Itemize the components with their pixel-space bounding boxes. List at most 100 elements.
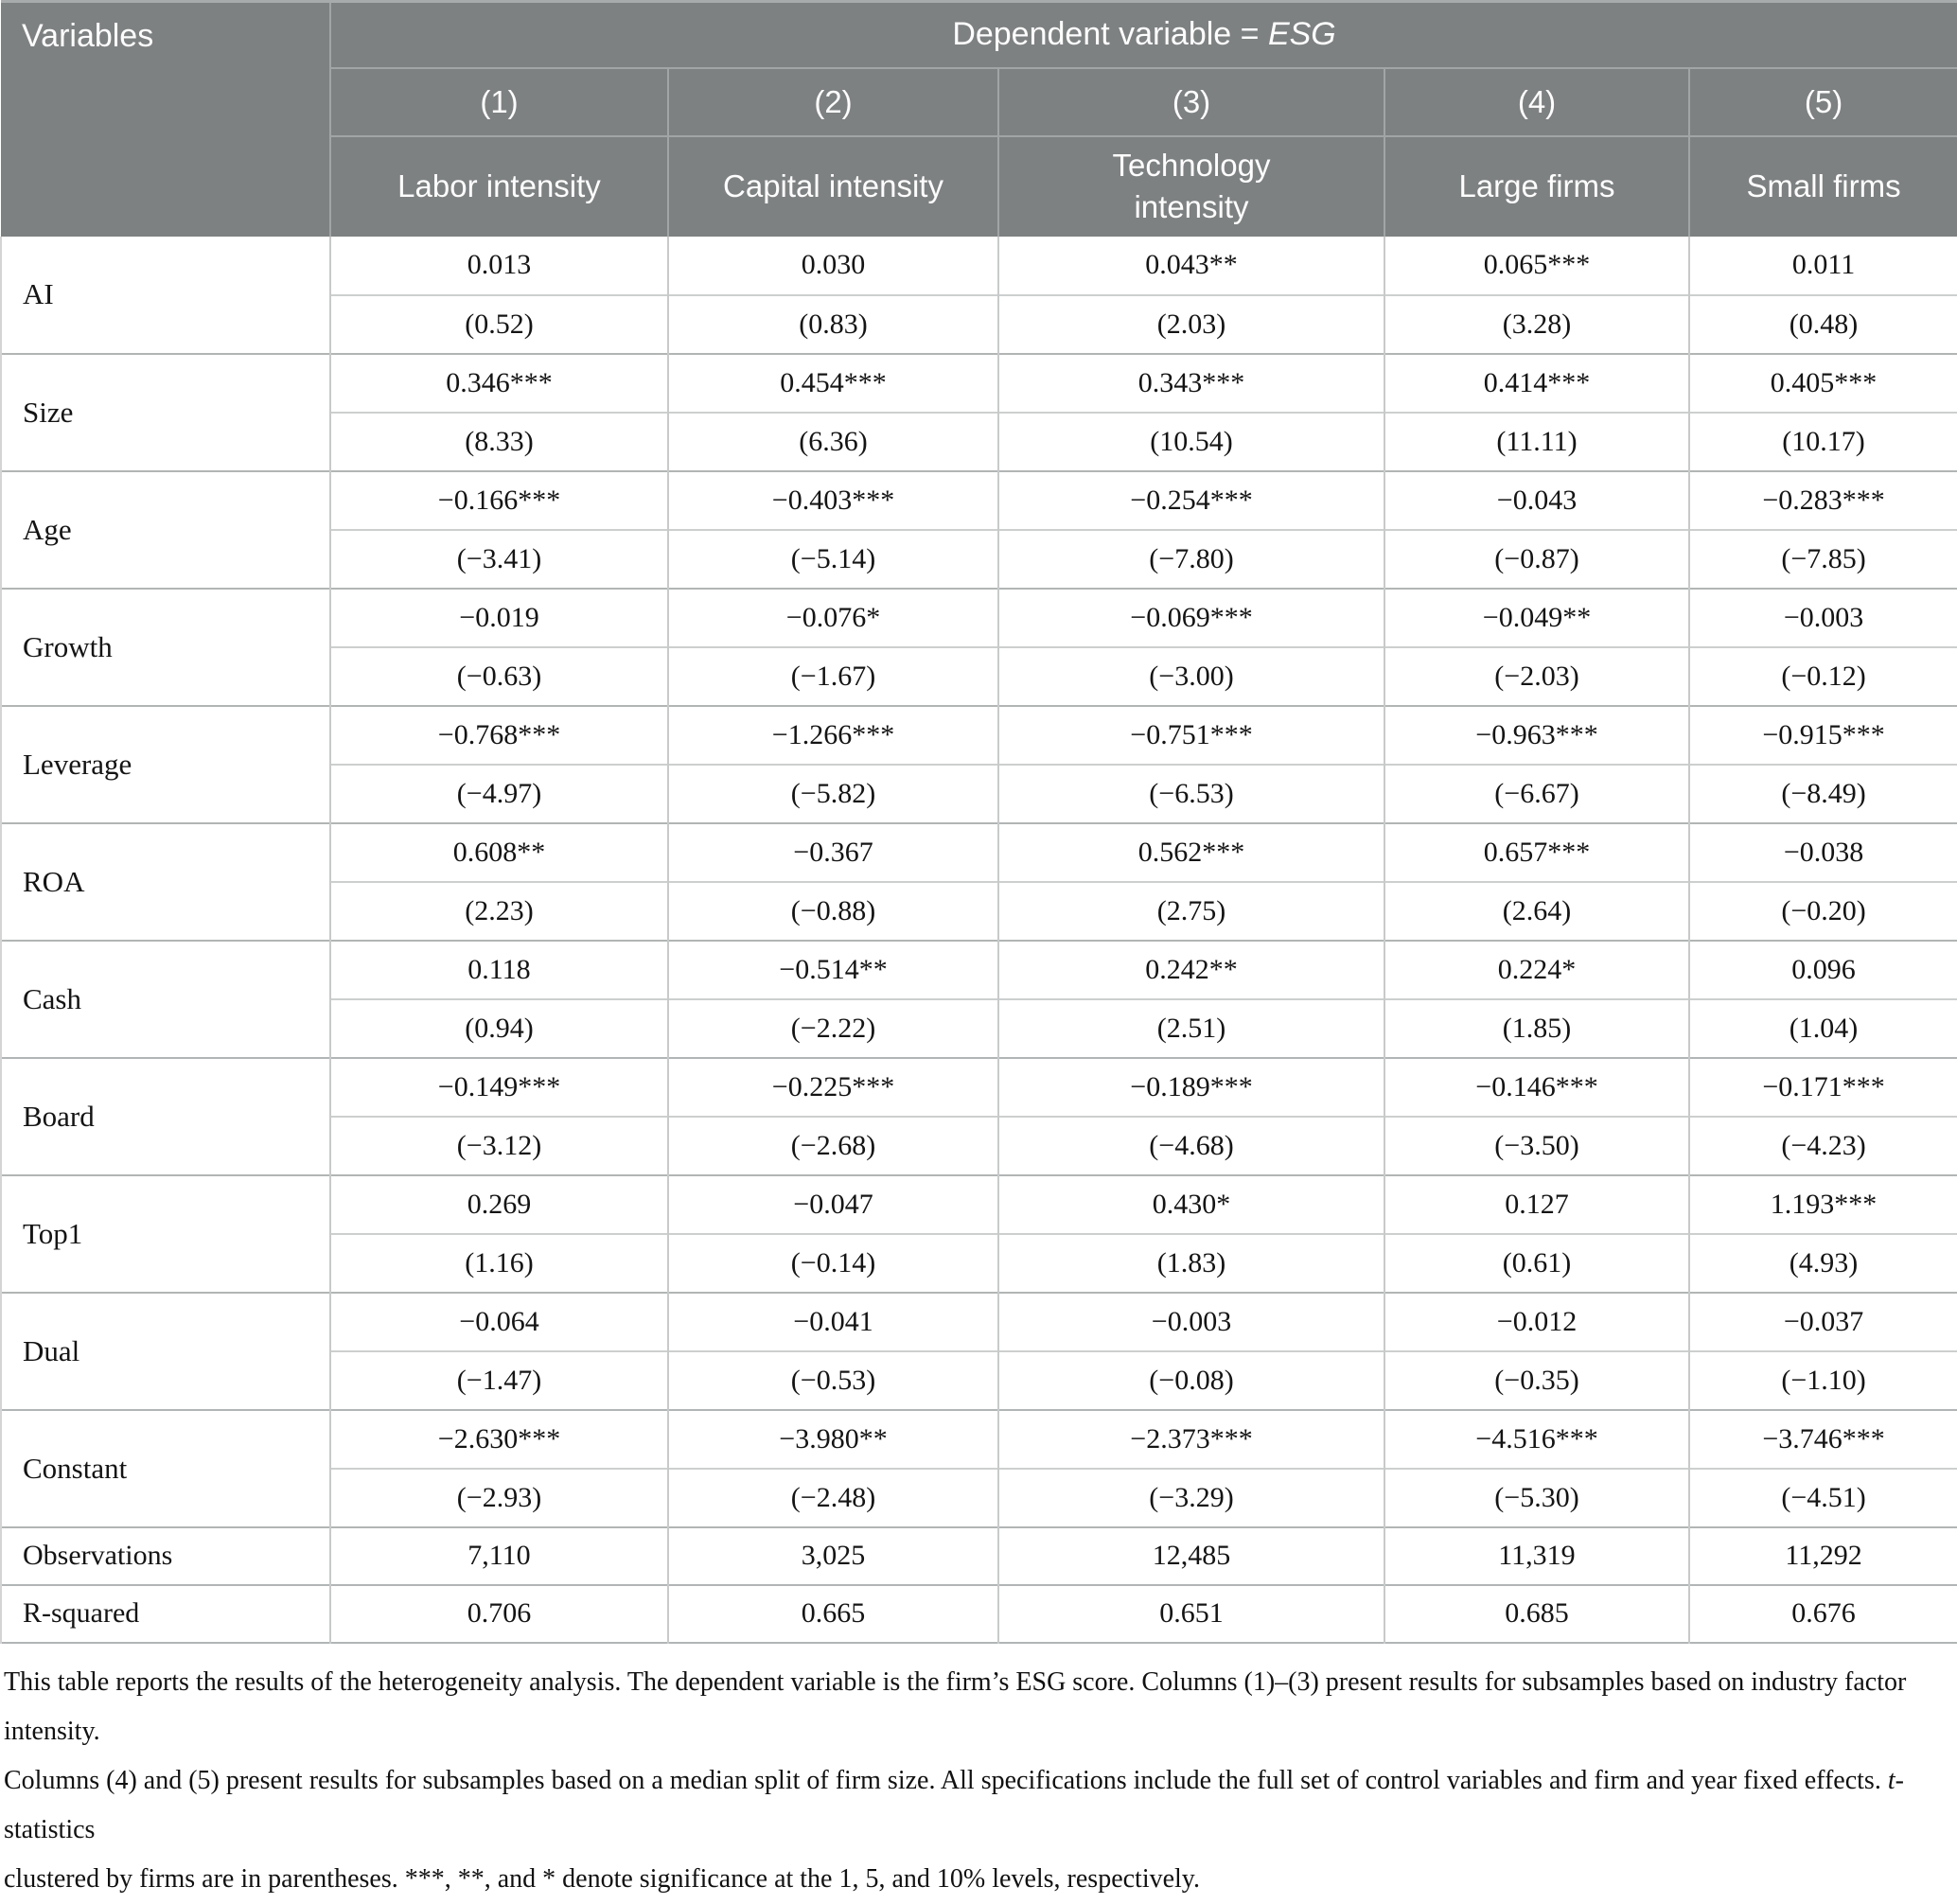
observations-cell: 7,110 bbox=[329, 1525, 668, 1585]
r-squared-cell: 0.651 bbox=[997, 1583, 1384, 1643]
tstat-cell: (−8.49) bbox=[1687, 763, 1957, 823]
r-squared-row: R-squared 0.706 0.665 0.651 0.685 0.676 bbox=[0, 1583, 1957, 1643]
variable-group-ai: AI 0.013 0.030 0.043** 0.065*** 0.011 (0… bbox=[0, 236, 1957, 354]
coef-cell: 0.562*** bbox=[997, 821, 1384, 882]
coef-cell: −0.038 bbox=[1687, 821, 1957, 882]
variable-group-roa: ROA 0.608** −0.367 0.562*** 0.657*** −0.… bbox=[0, 821, 1957, 941]
variable-name: Constant bbox=[0, 1408, 330, 1527]
tstat-cell: (−2.22) bbox=[667, 997, 998, 1058]
variable-group-leverage: Leverage −0.768*** −1.266*** −0.751*** −… bbox=[0, 704, 1957, 823]
tstat-cell: (−0.35) bbox=[1384, 1349, 1689, 1410]
variable-name: Dual bbox=[0, 1291, 330, 1410]
table-row: (2.23) (−0.88) (2.75) (2.64) (−0.20) bbox=[1, 880, 1957, 941]
dependent-variable-header: Dependent variable = ESG bbox=[328, 0, 1957, 68]
observations-cell: 3,025 bbox=[667, 1525, 998, 1585]
column-number-2: (2) bbox=[667, 66, 998, 136]
tstat-cell: (6.36) bbox=[667, 411, 998, 471]
table-row: (0.52) (0.83) (2.03) (3.28) (0.48) bbox=[1, 293, 1957, 354]
table-row: Board −0.149*** −0.225*** −0.189*** −0.1… bbox=[0, 1056, 1957, 1175]
coef-cell: −0.768*** bbox=[329, 704, 668, 765]
column-number-1: (1) bbox=[329, 66, 668, 136]
coef-cell: −4.516*** bbox=[1384, 1408, 1689, 1469]
column-number-4: (4) bbox=[1384, 66, 1689, 136]
variable-name: ROA bbox=[0, 821, 330, 941]
coef-cell: 0.608** bbox=[329, 821, 668, 882]
coef-cell: −0.915*** bbox=[1687, 704, 1957, 765]
table-row: Top1 0.269 −0.047 0.430* 0.127 1.193*** bbox=[0, 1173, 1957, 1293]
coef-cell: −0.043 bbox=[1384, 469, 1689, 530]
tstat-cell: (−6.53) bbox=[997, 763, 1384, 823]
table-row: Dual −0.064 −0.041 −0.003 −0.012 −0.037 bbox=[0, 1291, 1957, 1410]
summary-label: Observations bbox=[0, 1525, 330, 1585]
variable-group-age: Age −0.166*** −0.403*** −0.254*** −0.043… bbox=[0, 469, 1957, 589]
tstat-cell: (1.83) bbox=[997, 1232, 1384, 1293]
variable-group-board: Board −0.149*** −0.225*** −0.189*** −0.1… bbox=[0, 1056, 1957, 1175]
variable-name: Age bbox=[0, 469, 330, 589]
coef-cell: −0.012 bbox=[1384, 1291, 1689, 1351]
coef-cell: −1.266*** bbox=[667, 704, 998, 765]
tstat-cell: (−4.68) bbox=[997, 1115, 1384, 1175]
observations-row: Observations 7,110 3,025 12,485 11,319 1… bbox=[0, 1525, 1957, 1585]
table-row: ROA 0.608** −0.367 0.562*** 0.657*** −0.… bbox=[0, 821, 1957, 941]
footnote-line-2: Columns (4) and (5) present results for … bbox=[4, 1765, 1888, 1795]
column-label-technology-intensity: Technology intensity bbox=[997, 134, 1384, 237]
table-row: Growth −0.019 −0.076* −0.069*** −0.049**… bbox=[0, 587, 1957, 706]
coef-cell: −0.403*** bbox=[667, 469, 998, 530]
tstat-cell: (−4.51) bbox=[1687, 1467, 1957, 1527]
tstat-cell: (−5.82) bbox=[667, 763, 998, 823]
tstat-cell: (−3.50) bbox=[1384, 1115, 1689, 1175]
table-row: (−3.12) (−2.68) (−4.68) (−3.50) (−4.23) bbox=[1, 1115, 1957, 1175]
tstat-cell: (−4.97) bbox=[329, 763, 668, 823]
tstat-cell: (−0.88) bbox=[667, 880, 998, 941]
tstat-cell: (−0.63) bbox=[329, 645, 668, 706]
coef-cell: −0.047 bbox=[667, 1173, 998, 1234]
tstat-cell: (−3.00) bbox=[997, 645, 1384, 706]
tstat-cell: (−7.80) bbox=[997, 528, 1384, 589]
tstat-cell: (−3.12) bbox=[329, 1115, 668, 1175]
tstat-cell: (0.61) bbox=[1384, 1232, 1689, 1293]
coef-cell: −0.225*** bbox=[667, 1056, 998, 1117]
variable-name: AI bbox=[0, 236, 330, 354]
coef-cell: −0.189*** bbox=[997, 1056, 1384, 1117]
tstat-cell: (2.23) bbox=[329, 880, 668, 941]
r-squared-cell: 0.676 bbox=[1687, 1583, 1957, 1643]
tstat-cell: (−3.41) bbox=[329, 528, 668, 589]
table-row: (1.16) (−0.14) (1.83) (0.61) (4.93) bbox=[1, 1232, 1957, 1293]
tstat-cell: (−5.30) bbox=[1384, 1467, 1689, 1527]
coef-cell: −0.254*** bbox=[997, 469, 1384, 530]
variable-name: Growth bbox=[0, 587, 330, 706]
column-label-capital-intensity: Capital intensity bbox=[667, 134, 998, 237]
column-label-large-firms: Large firms bbox=[1384, 134, 1689, 237]
column-number-5: (5) bbox=[1687, 66, 1957, 136]
summary-section: Observations 7,110 3,025 12,485 11,319 1… bbox=[0, 1525, 1957, 1643]
observations-cell: 11,292 bbox=[1687, 1525, 1957, 1585]
variable-name: Leverage bbox=[0, 704, 330, 823]
column-number-3: (3) bbox=[997, 66, 1384, 136]
coef-cell: 0.127 bbox=[1384, 1173, 1689, 1234]
coef-cell: −0.963*** bbox=[1384, 704, 1689, 765]
tstat-cell: (0.94) bbox=[329, 997, 668, 1058]
coef-cell: −0.146*** bbox=[1384, 1056, 1689, 1117]
tstat-cell: (2.64) bbox=[1384, 880, 1689, 941]
footnote-line-1: This table reports the results of the he… bbox=[4, 1666, 1907, 1746]
tstat-cell: (−3.29) bbox=[997, 1467, 1384, 1527]
coef-cell: −0.069*** bbox=[997, 587, 1384, 647]
variable-group-size: Size 0.346*** 0.454*** 0.343*** 0.414***… bbox=[0, 352, 1957, 471]
tstat-cell: (2.03) bbox=[997, 293, 1384, 354]
table-footnote: This table reports the results of the he… bbox=[0, 1658, 1957, 1904]
column-label-text: Capital intensity bbox=[723, 168, 943, 203]
table-row: Size 0.346*** 0.454*** 0.343*** 0.414***… bbox=[0, 352, 1957, 471]
table-row: (−1.47) (−0.53) (−0.08) (−0.35) (−1.10) bbox=[1, 1349, 1957, 1410]
tstat-cell: (−0.08) bbox=[997, 1349, 1384, 1410]
variable-name: Cash bbox=[0, 939, 330, 1058]
coef-cell: 0.657*** bbox=[1384, 821, 1689, 882]
coef-cell: −0.367 bbox=[667, 821, 998, 882]
coef-cell: −0.751*** bbox=[997, 704, 1384, 765]
tstat-cell: (0.52) bbox=[329, 293, 668, 354]
coef-cell: 0.242** bbox=[997, 939, 1384, 999]
r-squared-cell: 0.685 bbox=[1384, 1583, 1689, 1643]
tstat-cell: (−0.12) bbox=[1687, 645, 1957, 706]
tstat-cell: (1.85) bbox=[1384, 997, 1689, 1058]
r-squared-cell: 0.665 bbox=[667, 1583, 998, 1643]
tstat-cell: (8.33) bbox=[329, 411, 668, 471]
